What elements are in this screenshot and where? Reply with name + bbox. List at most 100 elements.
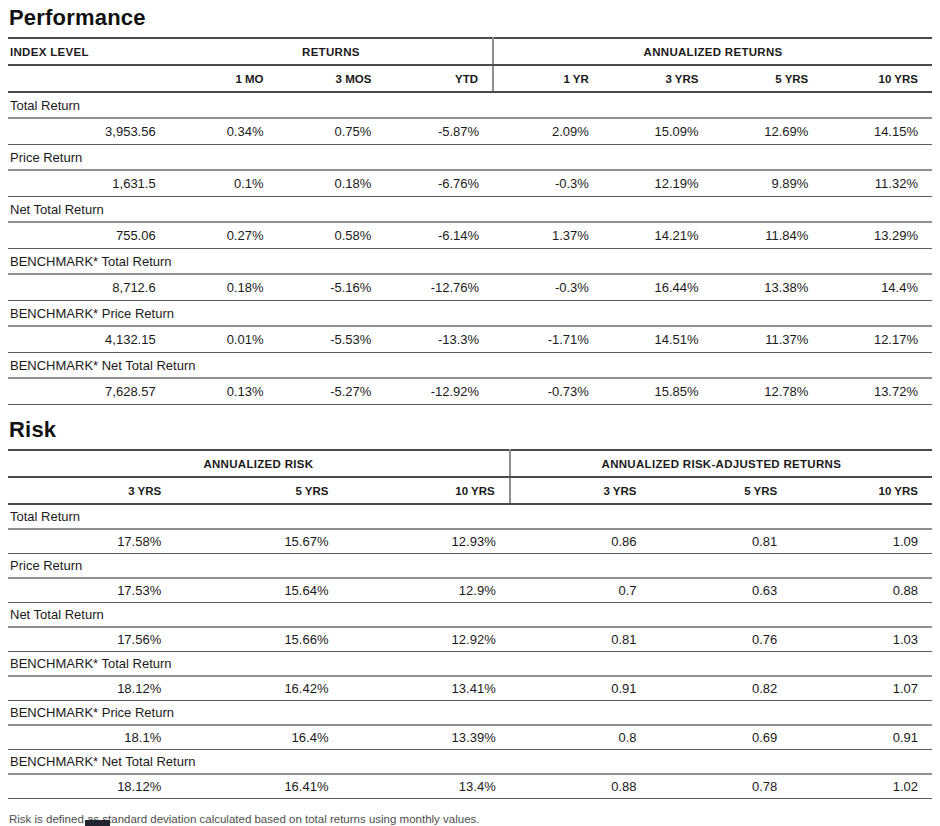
cell-value: 13.4% — [342, 774, 509, 799]
cell-value: -1.71% — [493, 326, 603, 353]
performance-subheader-row: 1 MO 3 MOS YTD 1 YR 3 YRS 5 YRS 10 YRS — [8, 65, 932, 92]
column-header-adj-5yrs: 5 YRS — [651, 477, 792, 504]
row-label: Net Total Return — [8, 197, 932, 223]
table-row: BENCHMARK* Price Return — [8, 301, 932, 327]
row-label: Price Return — [8, 554, 932, 579]
cell-value: 12.92% — [342, 627, 509, 652]
cell-value: 15.67% — [175, 529, 342, 554]
cell-value: 0.91 — [791, 725, 932, 750]
cell-value: 1.37% — [493, 222, 603, 249]
column-header-adj-3yrs: 3 YRS — [510, 477, 651, 504]
risk-group-header-row: ANNUALIZED RISK ANNUALIZED RISK-ADJUSTED… — [8, 450, 932, 477]
cell-value: 1,631.5 — [8, 170, 170, 197]
cell-value: -0.3% — [493, 170, 603, 197]
column-header-ytd: YTD — [385, 65, 493, 92]
table-row: BENCHMARK* Total Return — [8, 652, 932, 677]
cell-value: 0.63 — [651, 578, 792, 603]
risk-table: ANNUALIZED RISK ANNUALIZED RISK-ADJUSTED… — [8, 449, 932, 799]
cell-value: 13.38% — [713, 274, 823, 301]
cell-value: 12.17% — [822, 326, 932, 353]
performance-group-header-row: INDEX LEVEL RETURNS ANNUALIZED RETURNS — [8, 38, 932, 65]
table-row: 18.1% 16.4% 13.39% 0.8 0.69 0.91 — [8, 725, 932, 750]
cell-value: 15.66% — [175, 627, 342, 652]
table-row: 17.58% 15.67% 12.93% 0.86 0.81 1.09 — [8, 529, 932, 554]
table-row: 3,953.56 0.34% 0.75% -5.87% 2.09% 15.09%… — [8, 118, 932, 145]
table-row: Total Return — [8, 504, 932, 529]
cell-value: 0.88 — [510, 774, 651, 799]
table-row: BENCHMARK* Total Return — [8, 249, 932, 275]
cell-value: 7,628.57 — [8, 378, 170, 405]
row-label: Total Return — [8, 504, 932, 529]
table-row: 7,628.57 0.13% -5.27% -12.92% -0.73% 15.… — [8, 378, 932, 405]
table-row: Price Return — [8, 145, 932, 171]
row-label: BENCHMARK* Total Return — [8, 249, 932, 275]
cell-value: 15.09% — [603, 118, 713, 145]
cell-value: 755.06 — [8, 222, 170, 249]
column-header-risk-10yrs: 10 YRS — [342, 477, 509, 504]
cell-value: 0.18% — [170, 274, 278, 301]
row-label: BENCHMARK* Total Return — [8, 652, 932, 677]
cell-value: 14.21% — [603, 222, 713, 249]
row-label: BENCHMARK* Net Total Return — [8, 353, 932, 379]
cell-value: 12.69% — [713, 118, 823, 145]
cell-value: 14.51% — [603, 326, 713, 353]
table-row: BENCHMARK* Price Return — [8, 701, 932, 726]
cell-value: 0.91 — [510, 676, 651, 701]
performance-section-title: Performance — [8, 0, 932, 37]
column-header-3yrs: 3 YRS — [603, 65, 713, 92]
cell-value: -5.87% — [385, 118, 493, 145]
cell-value: 15.85% — [603, 378, 713, 405]
cell-value: 1.02 — [791, 774, 932, 799]
cell-value: 3,953.56 — [8, 118, 170, 145]
cell-value: -5.16% — [278, 274, 386, 301]
table-row: Price Return — [8, 554, 932, 579]
row-label: Net Total Return — [8, 603, 932, 628]
cell-value: -12.76% — [385, 274, 493, 301]
annualized-returns-group-header: ANNUALIZED RETURNS — [493, 38, 932, 65]
cell-value: 0.88 — [791, 578, 932, 603]
cell-value: 16.41% — [175, 774, 342, 799]
cell-value: 4,132.15 — [8, 326, 170, 353]
cell-value: 14.15% — [822, 118, 932, 145]
index-level-header: INDEX LEVEL — [8, 38, 170, 65]
annualized-risk-group-header: ANNUALIZED RISK — [8, 450, 510, 477]
risk-definition-footnote: Risk is defined as standard deviation ca… — [9, 813, 932, 825]
cell-value: 0.76 — [651, 627, 792, 652]
table-row: 755.06 0.27% 0.58% -6.14% 1.37% 14.21% 1… — [8, 222, 932, 249]
table-row: Net Total Return — [8, 603, 932, 628]
cell-value: 17.53% — [8, 578, 175, 603]
cell-value: 0.58% — [278, 222, 386, 249]
row-label: BENCHMARK* Net Total Return — [8, 750, 932, 775]
table-row: 1,631.5 0.1% 0.18% -6.76% -0.3% 12.19% 9… — [8, 170, 932, 197]
partially-visible-element — [85, 820, 110, 826]
column-header-10yrs: 10 YRS — [822, 65, 932, 92]
risk-adjusted-returns-group-header: ANNUALIZED RISK-ADJUSTED RETURNS — [510, 450, 932, 477]
cell-value: 0.81 — [651, 529, 792, 554]
column-header-1mo: 1 MO — [170, 65, 278, 92]
cell-value: 1.09 — [791, 529, 932, 554]
table-row: Total Return — [8, 92, 932, 118]
subheader-spacer — [8, 65, 170, 92]
table-row: 4,132.15 0.01% -5.53% -13.3% -1.71% 14.5… — [8, 326, 932, 353]
cell-value: 14.4% — [822, 274, 932, 301]
index-performance-page: Performance INDEX LEVEL RETURNS ANNUALIZ… — [0, 0, 940, 826]
cell-value: 0.01% — [170, 326, 278, 353]
cell-value: 0.69 — [651, 725, 792, 750]
cell-value: 0.8 — [510, 725, 651, 750]
cell-value: 11.37% — [713, 326, 823, 353]
column-header-risk-3yrs: 3 YRS — [8, 477, 175, 504]
cell-value: 18.12% — [8, 774, 175, 799]
cell-value: 0.75% — [278, 118, 386, 145]
cell-value: 12.78% — [713, 378, 823, 405]
row-label: BENCHMARK* Price Return — [8, 301, 932, 327]
cell-value: -6.14% — [385, 222, 493, 249]
cell-value: 16.4% — [175, 725, 342, 750]
cell-value: 1.07 — [791, 676, 932, 701]
cell-value: 15.64% — [175, 578, 342, 603]
risk-section-title: Risk — [8, 405, 932, 449]
cell-value: 13.72% — [822, 378, 932, 405]
cell-value: -13.3% — [385, 326, 493, 353]
cell-value: 0.13% — [170, 378, 278, 405]
cell-value: 0.34% — [170, 118, 278, 145]
table-row: BENCHMARK* Net Total Return — [8, 750, 932, 775]
